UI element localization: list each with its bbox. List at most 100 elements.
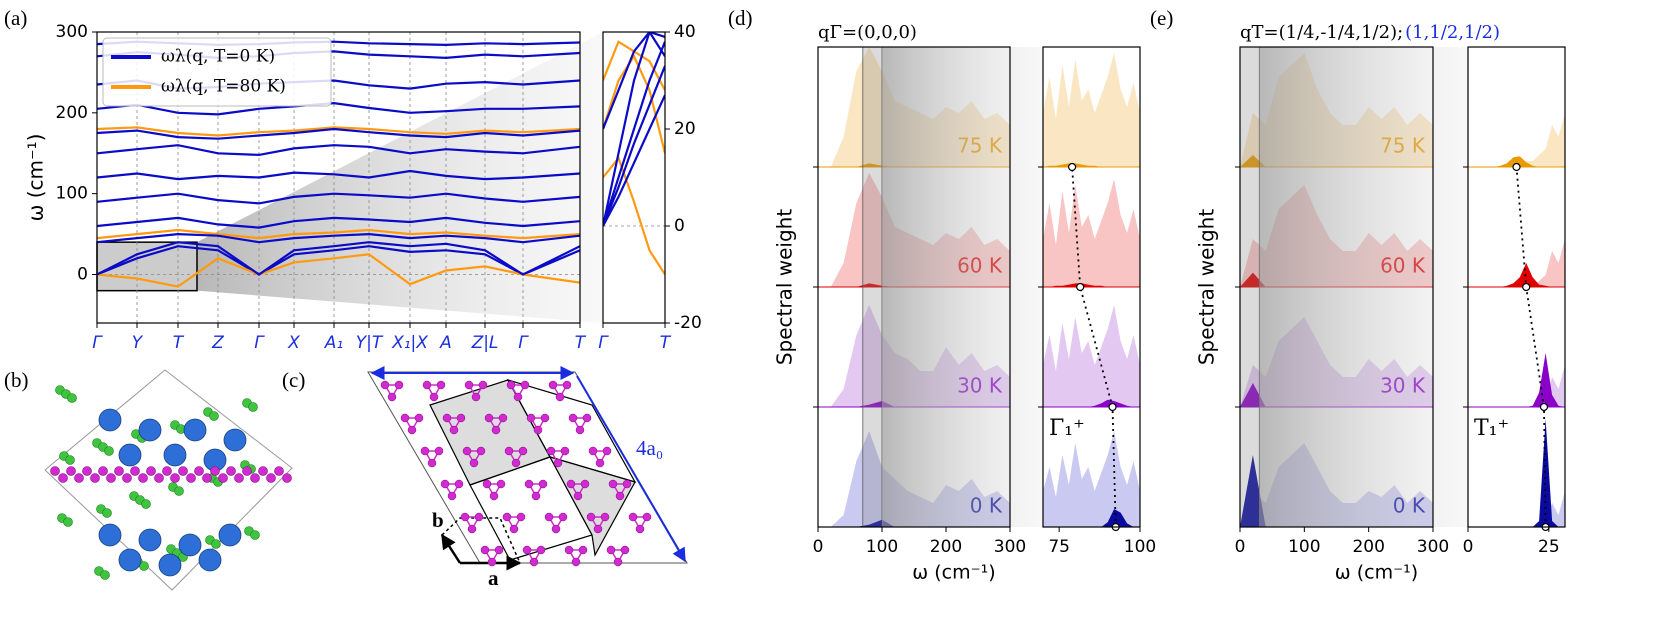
lattice-arrow — [576, 375, 686, 563]
atom — [420, 446, 430, 456]
atom — [65, 455, 75, 465]
unit-cell — [367, 371, 688, 564]
atom — [242, 466, 252, 476]
trimer — [507, 450, 525, 465]
atom — [427, 458, 437, 468]
peak-marker — [1067, 162, 1077, 172]
x-tick-label: X₁|X — [391, 333, 428, 353]
atom — [460, 512, 470, 522]
atom — [494, 545, 504, 555]
mode-peak — [818, 519, 1010, 527]
atom — [74, 473, 84, 483]
legend-label: ωλ(q, T=80 K) — [161, 77, 286, 97]
atom — [538, 479, 548, 489]
atom — [504, 446, 514, 456]
atom — [130, 466, 140, 476]
atom — [518, 446, 528, 456]
atom — [436, 380, 446, 390]
atom — [211, 539, 221, 549]
atom — [194, 466, 204, 476]
atom — [582, 413, 592, 423]
atom — [516, 512, 526, 522]
atom — [67, 393, 77, 403]
atom — [146, 466, 156, 476]
band — [603, 65, 665, 227]
band — [603, 32, 665, 130]
panel-subtitle: (1,1/2,1/2) — [1405, 22, 1500, 43]
x-tick-label: Z — [211, 333, 224, 353]
atom — [400, 413, 410, 423]
atom — [218, 473, 228, 483]
trimer — [549, 450, 567, 465]
x-tick-label: T — [575, 333, 587, 353]
atom — [104, 446, 114, 456]
band — [97, 241, 580, 276]
mode-peak — [1468, 263, 1565, 287]
layers — [1468, 113, 1565, 527]
atom — [422, 380, 432, 390]
atom — [580, 479, 590, 489]
atom — [608, 479, 618, 489]
y-tick-label: 0 — [77, 265, 88, 285]
atom — [602, 446, 612, 456]
trimer — [527, 483, 545, 498]
x-tick-label: A — [439, 333, 452, 353]
atom — [564, 545, 574, 555]
spectral-area — [1468, 239, 1565, 287]
atom — [98, 408, 122, 432]
atom — [394, 380, 404, 390]
peak-marker — [1539, 402, 1549, 412]
atom — [163, 443, 187, 467]
mode-label: Γ₁⁺ — [1049, 416, 1085, 441]
atom — [66, 466, 76, 476]
y-tick-label: 20 — [674, 119, 696, 139]
trimer — [525, 549, 543, 564]
spectral-area — [1468, 491, 1565, 527]
atom — [558, 512, 568, 522]
atom — [209, 411, 219, 421]
atom — [531, 491, 541, 501]
band — [603, 32, 665, 227]
y-axis-label: Spectral weight — [773, 209, 797, 366]
atom — [478, 380, 488, 390]
spectral-area — [1468, 113, 1565, 167]
atom — [141, 499, 151, 509]
atom — [476, 446, 486, 456]
atom — [258, 466, 268, 476]
atom — [467, 524, 477, 534]
trimer — [425, 384, 443, 399]
x-tick-label: A₁ — [324, 333, 343, 353]
atom — [178, 533, 202, 557]
panel-label: (d) — [728, 6, 753, 30]
mode-peak — [1043, 283, 1140, 287]
mode-peak — [1468, 353, 1565, 407]
x-axis-label: ω (cm⁻¹) — [912, 562, 995, 584]
x-tick-label: Γ — [518, 333, 529, 353]
atom — [183, 418, 207, 442]
panel-label: (b) — [4, 368, 29, 392]
atom — [566, 479, 576, 489]
trimer — [443, 483, 461, 498]
x-tick-label: 0 — [813, 537, 824, 557]
atom — [548, 380, 558, 390]
x-tick-label: X — [287, 333, 300, 353]
atom — [533, 425, 543, 435]
supercell — [429, 379, 551, 486]
atom — [551, 524, 561, 534]
atom — [578, 545, 588, 555]
atom — [622, 479, 632, 489]
zoom-band — [1239, 46, 1260, 528]
atom — [635, 524, 645, 534]
atom — [282, 473, 292, 483]
y-tick-label: 0 — [674, 216, 685, 236]
atom — [489, 491, 499, 501]
supercell — [548, 456, 636, 557]
atom — [118, 548, 142, 572]
atom — [58, 473, 68, 483]
atom — [138, 418, 162, 442]
y-tick-label: 200 — [56, 103, 88, 123]
atom — [562, 380, 572, 390]
x-tick-label: T — [173, 333, 185, 353]
atom — [50, 466, 60, 476]
trimer — [487, 417, 505, 432]
